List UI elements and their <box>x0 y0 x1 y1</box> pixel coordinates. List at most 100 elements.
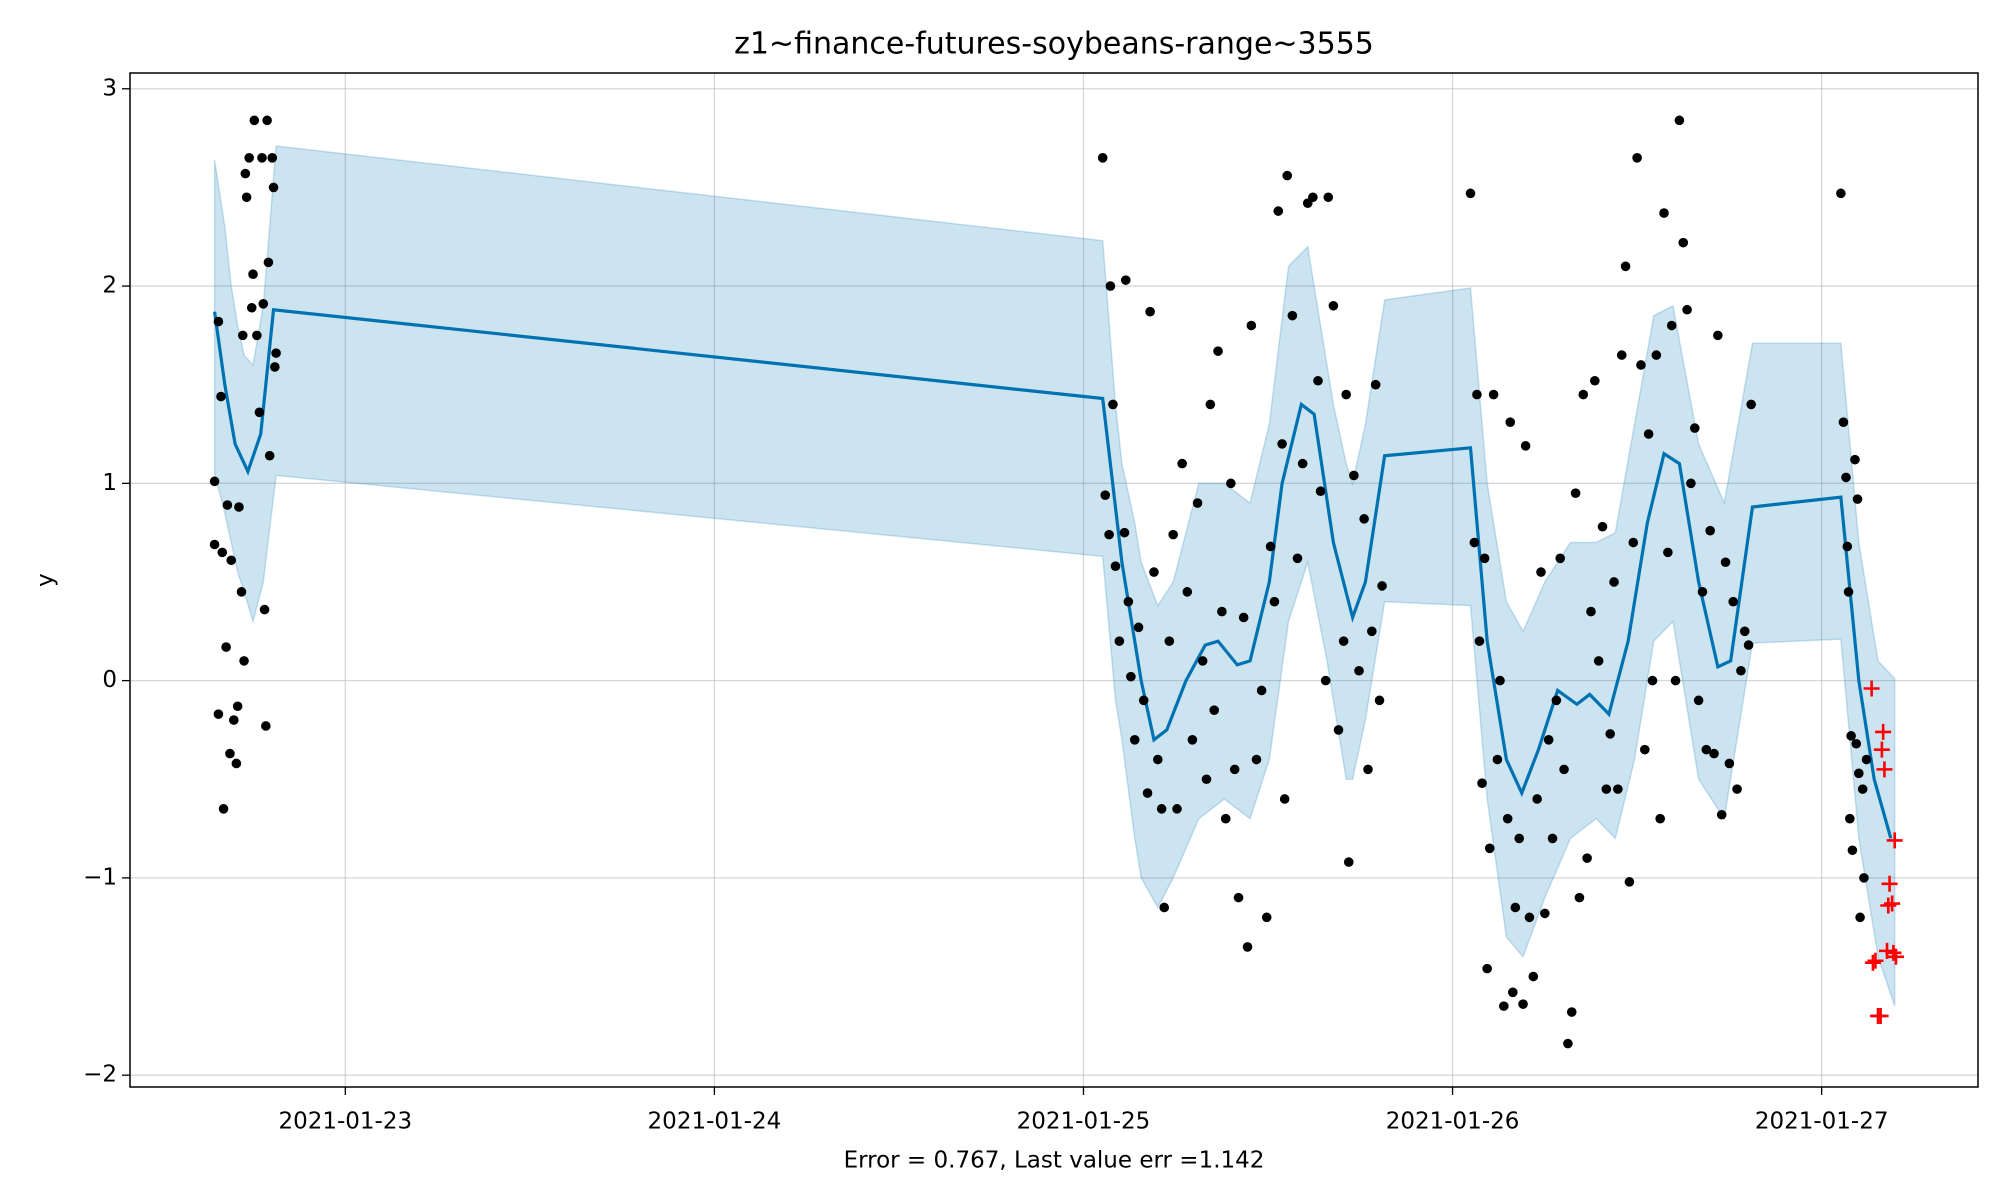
observed-point <box>1514 833 1525 844</box>
observed-point <box>1279 794 1290 804</box>
observed-point <box>1540 908 1550 919</box>
observed-point <box>1502 813 1513 824</box>
test-point <box>1863 680 1880 697</box>
observed-point <box>209 539 220 550</box>
observed-point <box>226 555 237 566</box>
observed-point <box>1605 729 1615 739</box>
observed-point <box>1524 912 1535 923</box>
x-tick-label: 2021-01-23 <box>278 1109 412 1135</box>
observed-point <box>1201 774 1212 785</box>
observed-point <box>216 391 226 402</box>
observed-point <box>1354 665 1364 676</box>
y-tick-label: −2 <box>83 1062 117 1088</box>
observed-point <box>257 153 267 163</box>
observed-point <box>1479 553 1490 564</box>
observed-point <box>1323 192 1334 203</box>
observed-point <box>1229 764 1240 775</box>
observed-point <box>1129 734 1140 745</box>
observed-point <box>1838 417 1849 427</box>
observed-point <box>1482 963 1492 974</box>
observed-point <box>1510 902 1521 913</box>
observed-point <box>1363 764 1373 775</box>
observed-point <box>1686 478 1696 489</box>
observed-point <box>1716 809 1727 820</box>
test-point <box>1873 741 1890 758</box>
observed-point <box>241 192 252 203</box>
observed-point <box>237 330 248 341</box>
observed-point <box>1108 399 1118 410</box>
observed-point <box>258 299 269 309</box>
observed-point <box>1551 695 1562 706</box>
observed-point <box>1713 330 1723 341</box>
observed-point <box>1119 527 1130 538</box>
y-tick-label: −1 <box>83 864 117 890</box>
y-axis-label: y <box>33 573 59 587</box>
observed-point <box>1197 656 1208 666</box>
observed-point <box>1724 758 1735 769</box>
observed-point <box>1609 577 1619 587</box>
observed-point <box>1177 458 1187 469</box>
observed-point <box>1277 439 1287 449</box>
observed-point <box>225 748 235 759</box>
observed-point <box>263 257 274 268</box>
observed-point <box>1226 478 1236 489</box>
observed-point <box>1861 754 1872 765</box>
observed-point <box>248 269 258 280</box>
observed-point <box>1153 754 1163 765</box>
observed-point <box>1213 346 1223 356</box>
observed-point <box>218 804 229 814</box>
observed-point <box>1282 170 1293 181</box>
observed-point <box>261 721 271 731</box>
observed-point <box>262 115 272 126</box>
observed-point <box>1842 541 1853 552</box>
observed-point <box>1149 567 1159 577</box>
observed-point <box>1709 748 1719 759</box>
observed-point <box>1616 350 1627 360</box>
observed-point <box>254 407 265 418</box>
observed-point <box>1315 486 1326 497</box>
observed-point <box>1474 636 1485 646</box>
observed-point <box>1582 853 1592 863</box>
observed-point <box>1743 640 1754 650</box>
observed-point <box>1570 488 1581 498</box>
observed-point <box>1187 734 1198 745</box>
observed-point <box>1367 626 1377 637</box>
observed-point <box>1855 912 1865 923</box>
observed-point <box>1647 675 1658 686</box>
observed-point <box>213 316 224 327</box>
observed-point <box>270 362 280 372</box>
observed-point <box>1297 458 1308 469</box>
observed-point <box>1593 656 1604 666</box>
observed-point <box>1555 553 1566 564</box>
observed-point <box>1172 804 1182 814</box>
test-point <box>1881 875 1898 892</box>
observed-point <box>232 701 243 712</box>
axes: −2 −1 0 1 2 3 2021-01-23 2021-01-24 2021-01-25 20… <box>83 75 1888 1134</box>
observed-point <box>229 715 239 725</box>
observed-point <box>1292 553 1303 564</box>
observed-point <box>1628 537 1639 548</box>
observed-point <box>1586 606 1596 617</box>
observed-point <box>1192 498 1203 508</box>
observed-point <box>1256 685 1267 696</box>
observed-point <box>231 758 242 769</box>
observed-point <box>1720 557 1731 568</box>
observed-point <box>1536 567 1546 577</box>
observed-point <box>1854 768 1864 779</box>
observed-point <box>1666 320 1677 331</box>
observed-point <box>1261 912 1272 923</box>
observed-point <box>1164 636 1175 646</box>
observed-point <box>1674 115 1685 126</box>
observed-point <box>1701 744 1712 755</box>
plot-area <box>209 115 1904 1049</box>
observed-point <box>1233 892 1244 903</box>
observed-point <box>1341 389 1351 400</box>
observed-point <box>1857 784 1868 794</box>
observed-point <box>259 604 270 615</box>
observed-point <box>1251 754 1262 765</box>
observed-point <box>1273 206 1284 216</box>
observed-point <box>244 153 254 163</box>
observed-point <box>1333 725 1344 735</box>
x-tick-label: 2021-01-25 <box>1017 1109 1151 1135</box>
